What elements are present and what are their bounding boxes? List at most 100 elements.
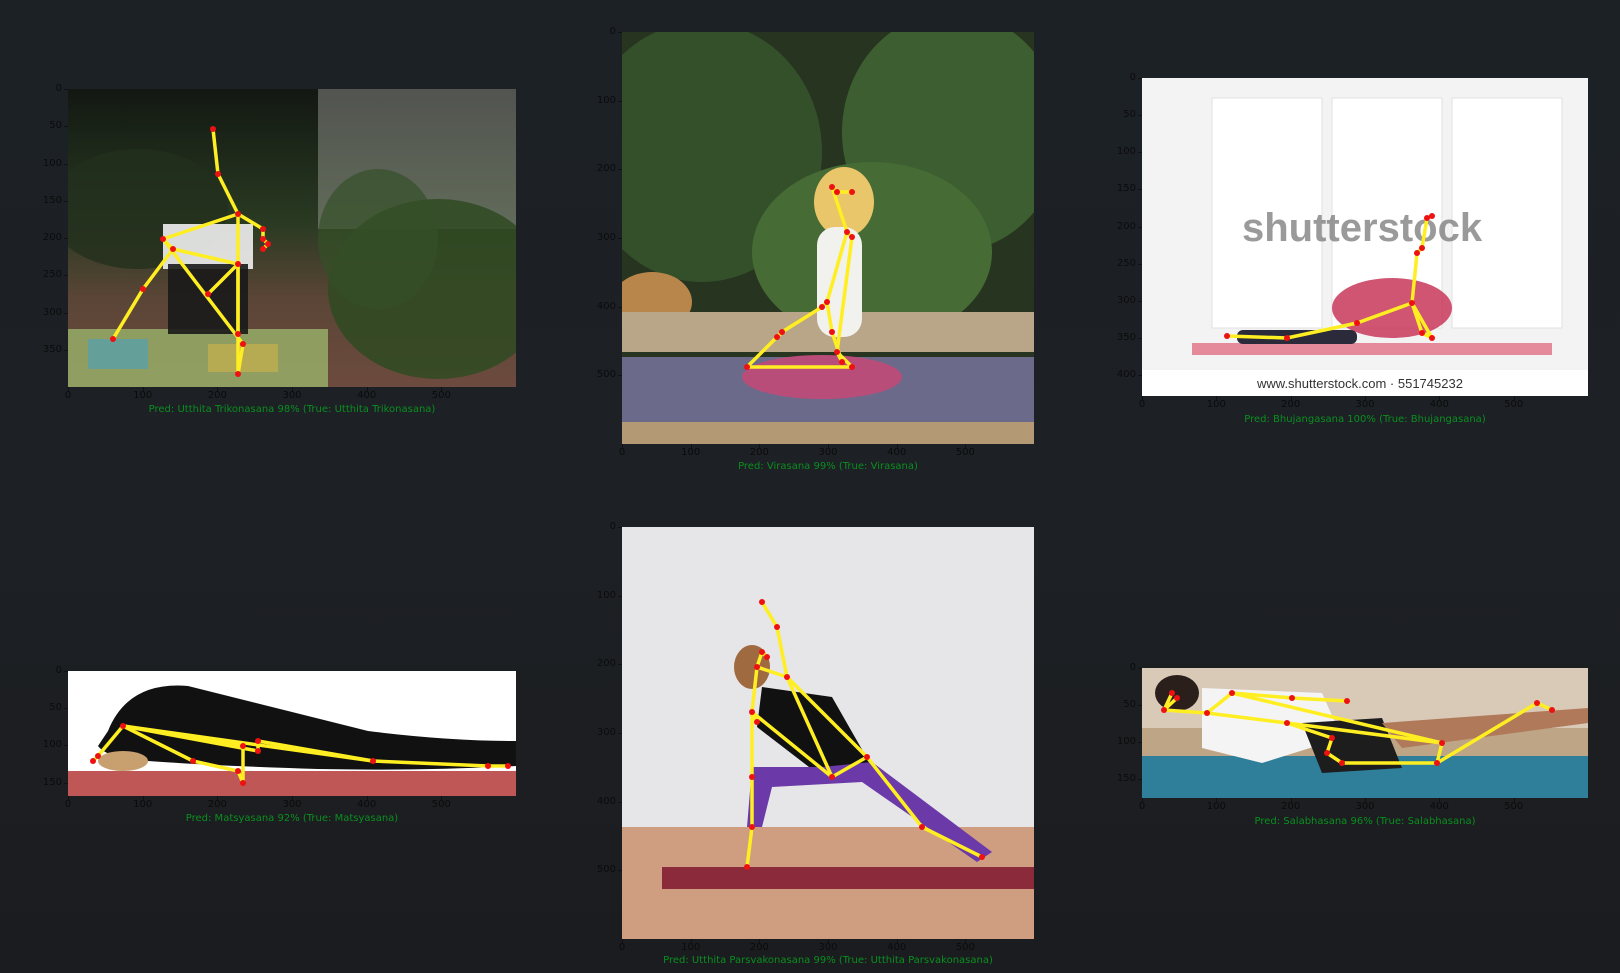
x-tick-label: 400 <box>357 390 377 401</box>
y-tick-label: 500 <box>596 864 616 876</box>
scene-background-3 <box>1142 78 1588 396</box>
y-tick-label: 200 <box>42 232 62 243</box>
keypoint <box>95 753 101 759</box>
y-tick-mark <box>1138 78 1142 79</box>
x-tick-label: 300 <box>818 942 838 953</box>
y-tick-mark <box>64 782 68 784</box>
y-tick-mark <box>1138 668 1142 669</box>
y-tick-label: 400 <box>596 300 616 312</box>
keypoint <box>744 864 750 870</box>
y-tick-mark <box>618 238 622 239</box>
x-tick-mark <box>217 796 219 800</box>
y-tick-mark <box>64 349 68 351</box>
skeleton-bone <box>1325 751 1344 765</box>
skeleton-bone <box>825 230 849 304</box>
keypoint <box>240 743 246 749</box>
y-tick-label: 150 <box>42 194 62 206</box>
y-tick-mark <box>1138 189 1142 191</box>
x-tick-label: 500 <box>955 447 975 458</box>
y-tick-mark <box>1138 338 1142 340</box>
keypoint <box>205 291 211 297</box>
skeleton-bone <box>830 185 849 234</box>
keypoint <box>754 664 760 670</box>
y-tick-mark <box>64 200 68 202</box>
skeleton-bone <box>161 212 240 241</box>
keypoint <box>1344 698 1350 704</box>
y-tick-label: 50 <box>1123 699 1136 711</box>
keypoint <box>774 334 780 340</box>
keypoint <box>235 261 241 267</box>
keypoint <box>864 754 870 760</box>
x-tick-label: 0 <box>618 942 626 953</box>
y-tick-label: 100 <box>596 94 616 106</box>
y-tick-label: 100 <box>1116 736 1136 748</box>
keypoint <box>849 234 855 240</box>
x-tick-label: 400 <box>887 447 907 458</box>
keypoint <box>235 331 241 337</box>
keypoint <box>1354 320 1360 326</box>
x-tick-label: 200 <box>749 447 769 458</box>
keypoint <box>834 349 840 355</box>
y-tick-label: 400 <box>1116 369 1136 381</box>
skeleton-bone <box>206 262 240 296</box>
y-tick-label: 150 <box>42 776 62 788</box>
skeleton-bone <box>121 724 375 763</box>
keypoint <box>240 341 246 347</box>
prediction-caption-4: Pred: Matsyasana 92% (True: Matsyasana) <box>185 813 399 824</box>
x-tick-mark <box>1216 798 1218 802</box>
x-tick-mark <box>1142 798 1143 802</box>
y-tick-mark <box>1138 375 1142 377</box>
y-tick-label: 250 <box>1116 257 1136 269</box>
x-tick-mark <box>142 796 144 800</box>
x-tick-label: 500 <box>431 799 451 810</box>
keypoint <box>240 780 246 786</box>
y-tick-label: 200 <box>596 163 616 175</box>
x-tick-label: 100 <box>1206 801 1226 812</box>
skeleton-bone <box>141 247 175 291</box>
keypoint <box>265 241 271 247</box>
keypoint <box>849 364 855 370</box>
keypoint <box>1439 740 1445 746</box>
skeleton-bone <box>1285 321 1359 340</box>
keypoint <box>829 329 835 335</box>
y-tick-mark <box>64 312 68 314</box>
skeleton-bone <box>1225 334 1289 340</box>
keypoint <box>1229 690 1235 696</box>
keypoint <box>120 723 126 729</box>
y-tick-label: 300 <box>42 306 62 318</box>
keypoint <box>779 329 785 335</box>
y-tick-mark <box>64 745 68 747</box>
skeleton-bone <box>161 237 245 346</box>
x-tick-mark <box>217 387 219 391</box>
y-tick-mark <box>64 163 68 165</box>
keypoint <box>1339 760 1345 766</box>
x-tick-mark <box>292 387 293 391</box>
skeleton-bone <box>750 710 834 779</box>
keypoint <box>844 229 850 235</box>
pose-image-5 <box>622 527 1034 939</box>
skeleton-bone <box>835 235 854 354</box>
keypoint <box>1324 750 1330 756</box>
x-tick-label: 500 <box>1504 801 1524 812</box>
x-tick-mark <box>1513 798 1515 802</box>
x-tick-mark <box>759 939 761 943</box>
x-tick-label: 100 <box>133 799 153 810</box>
y-tick-label: 300 <box>596 232 616 243</box>
keypoint <box>764 654 770 660</box>
skeleton-overlay-4 <box>90 723 511 786</box>
keypoint <box>190 758 196 764</box>
skeleton-bone <box>171 247 240 266</box>
skeleton-bone <box>211 127 220 176</box>
scene-background-2 <box>622 32 1034 444</box>
x-tick-label: 0 <box>1138 801 1146 812</box>
x-tick-mark <box>1216 396 1218 400</box>
prediction-caption-2: Pred: Virasana 99% (True: Virasana) <box>738 461 918 472</box>
y-tick-mark <box>64 708 68 710</box>
y-tick-mark <box>618 32 622 33</box>
skeleton-bone <box>745 825 754 869</box>
y-tick-label: 100 <box>596 589 616 601</box>
y-tick-mark <box>1138 742 1142 744</box>
keypoint <box>505 763 511 769</box>
keypoint <box>1289 695 1295 701</box>
y-tick-label: 400 <box>596 795 616 807</box>
